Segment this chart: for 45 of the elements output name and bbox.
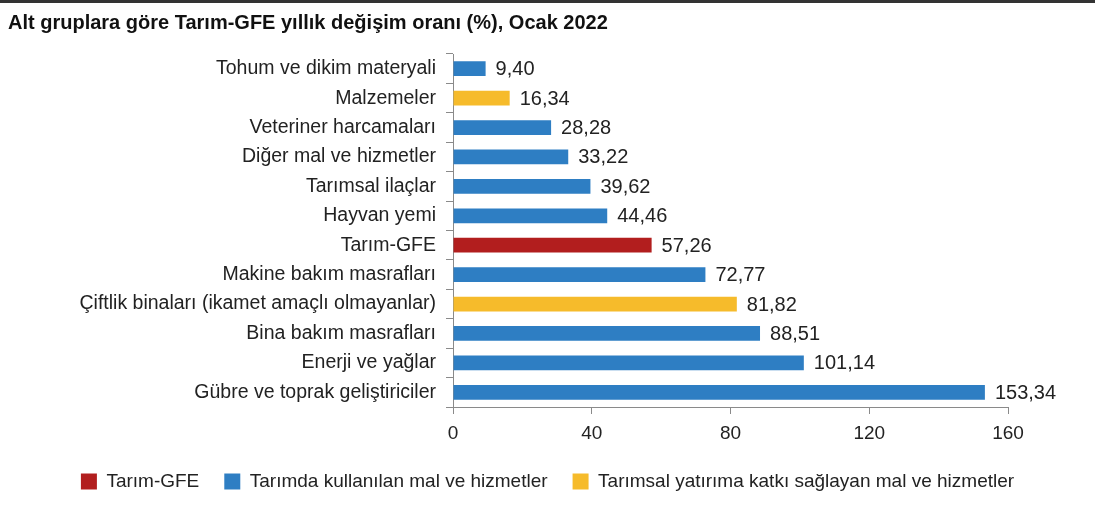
bar <box>453 296 737 312</box>
bar <box>453 179 591 194</box>
bar <box>453 208 608 224</box>
bar <box>453 384 985 400</box>
bar <box>453 90 510 106</box>
data-label: 39,62 <box>600 174 651 197</box>
bar <box>453 61 486 77</box>
legend-label: Tarımsal yatırıma katkı sağlayan mal ve hizmetler <box>598 469 1015 491</box>
x-tick-label: 120 <box>853 421 886 443</box>
y-tick-label: Makine bakım masrafları <box>222 262 436 284</box>
bar <box>453 326 761 341</box>
y-tick-label: Veteriner harcamaları <box>249 114 436 137</box>
legend-label: Tarımda kullanılan mal ve hizmetler <box>249 469 549 491</box>
chart-title: Alt gruplara göre Tarım-GFE yıllık değişim oranı (%), Ocak 2022 <box>8 10 608 33</box>
data-label: 33,22 <box>578 145 629 168</box>
bar <box>453 237 652 253</box>
data-label: 153,34 <box>994 380 1057 403</box>
y-tick-label: Diğer mal ve hizmetler <box>242 144 437 167</box>
data-label: 101,14 <box>813 351 875 374</box>
x-tick-label: 80 <box>719 421 742 443</box>
legend-label: Tarım-GFE <box>106 469 200 491</box>
bar <box>453 149 569 165</box>
bar <box>453 355 804 371</box>
y-tick-label: Hayvan yemi <box>323 203 436 226</box>
data-label: 72,77 <box>715 263 766 286</box>
y-tick-label: Tarımsal ilaçlar <box>305 173 437 196</box>
x-tick-label: 0 <box>447 421 459 443</box>
y-tick-label: Bina bakım masrafları <box>246 320 436 343</box>
y-tick-label: Tohum ve dikim materyali <box>216 56 436 79</box>
data-label: 44,46 <box>617 204 668 227</box>
y-tick-label: Malzemeler <box>335 85 437 108</box>
data-label: 57,26 <box>661 233 712 256</box>
data-label: 16,34 <box>519 86 570 109</box>
y-tick-label: Çiftlik binaları (ikamet amaçlı olmayanlar) <box>79 291 436 314</box>
bar <box>453 120 552 135</box>
data-label: 81,82 <box>746 292 797 315</box>
x-tick-label: 160 <box>992 421 1024 443</box>
bar <box>453 267 706 282</box>
y-tick-label: Enerji ve yağlar <box>301 350 437 373</box>
data-label: 88,51 <box>770 321 821 344</box>
data-label: 9,40 <box>495 57 535 80</box>
y-tick-label: Tarım-GFE <box>340 232 436 255</box>
y-tick-label: Gübre ve toprak geliştiriciler <box>194 379 437 402</box>
data-label: 28,28 <box>561 116 612 139</box>
x-tick-label: 40 <box>581 421 603 443</box>
